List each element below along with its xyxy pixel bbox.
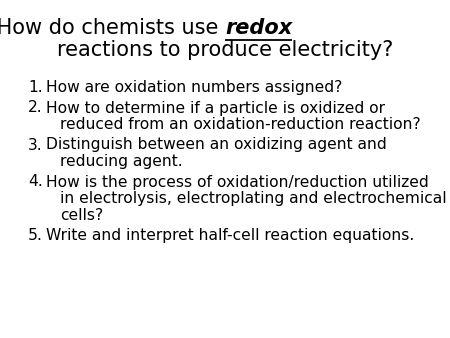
Text: 2.: 2. <box>28 100 43 116</box>
Text: Aim:  How do chemists use: Aim: How do chemists use <box>0 18 225 38</box>
Text: reduced from an oxidation-reduction reaction?: reduced from an oxidation-reduction reac… <box>60 117 421 132</box>
Text: reducing agent.: reducing agent. <box>60 154 183 169</box>
Text: Distinguish between an oxidizing agent and: Distinguish between an oxidizing agent a… <box>46 138 387 152</box>
Text: reactions to produce electricity?: reactions to produce electricity? <box>57 40 393 60</box>
Text: in electrolysis, electroplating and electrochemical: in electrolysis, electroplating and elec… <box>60 191 446 206</box>
Text: 4.: 4. <box>28 174 43 190</box>
Text: How to determine if a particle is oxidized or: How to determine if a particle is oxidiz… <box>46 100 385 116</box>
Text: 1.: 1. <box>28 80 43 95</box>
Text: How are oxidation numbers assigned?: How are oxidation numbers assigned? <box>46 80 342 95</box>
Text: cells?: cells? <box>60 208 103 222</box>
Text: How is the process of oxidation/reduction utilized: How is the process of oxidation/reductio… <box>46 174 429 190</box>
Text: 5.: 5. <box>28 228 43 243</box>
Text: redox: redox <box>225 18 292 38</box>
Text: Write and interpret half-cell reaction equations.: Write and interpret half-cell reaction e… <box>46 228 414 243</box>
Text: 3.: 3. <box>28 138 43 152</box>
